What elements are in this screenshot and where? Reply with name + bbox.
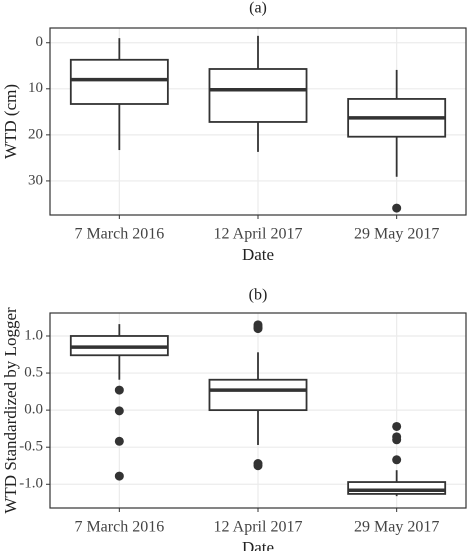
y-tick-label: 0 <box>36 34 44 50</box>
y-axis-label: WTD Standardized by Logger <box>1 307 20 514</box>
y-tick-label: 0.5 <box>24 364 43 380</box>
y-tick-label: -1.0 <box>19 476 43 492</box>
x-tick-label: 29 May 2017 <box>354 226 439 243</box>
box <box>347 481 447 495</box>
x-tick-label: 7 March 2016 <box>74 519 164 536</box>
outlier <box>114 406 124 416</box>
y-tick-label: -0.5 <box>19 439 43 455</box>
y-tick-label: 1.0 <box>24 327 43 343</box>
x-tick-label: 7 March 2016 <box>74 226 164 243</box>
outlier <box>392 421 402 431</box>
y-tick-label: 10 <box>28 80 43 96</box>
x-tick-label: 12 April 2017 <box>214 226 303 243</box>
y-tick-label: 0.0 <box>24 402 43 418</box>
box <box>208 68 308 123</box>
outlier <box>114 385 124 395</box>
outlier <box>253 324 263 334</box>
outlier <box>114 436 124 446</box>
chart-title: (a) <box>249 0 267 17</box>
x-tick-label: 12 April 2017 <box>214 519 303 536</box>
x-axis-label: Date <box>242 538 274 551</box>
plot-border <box>49 312 467 509</box>
box <box>69 58 169 105</box>
x-tick-label: 29 May 2017 <box>354 519 439 536</box>
chart-title: (b) <box>249 287 268 304</box>
y-tick-label: 30 <box>28 172 43 188</box>
box <box>208 378 308 412</box>
outlier <box>392 455 402 465</box>
x-axis-label: Date <box>242 245 274 264</box>
outlier <box>114 471 124 481</box>
plot-border <box>49 27 467 216</box>
outlier <box>253 461 263 471</box>
y-axis-label: WTD (cm) <box>1 84 20 159</box>
outlier <box>392 203 402 213</box>
outlier <box>392 435 402 445</box>
y-tick-label: 20 <box>28 126 43 142</box>
